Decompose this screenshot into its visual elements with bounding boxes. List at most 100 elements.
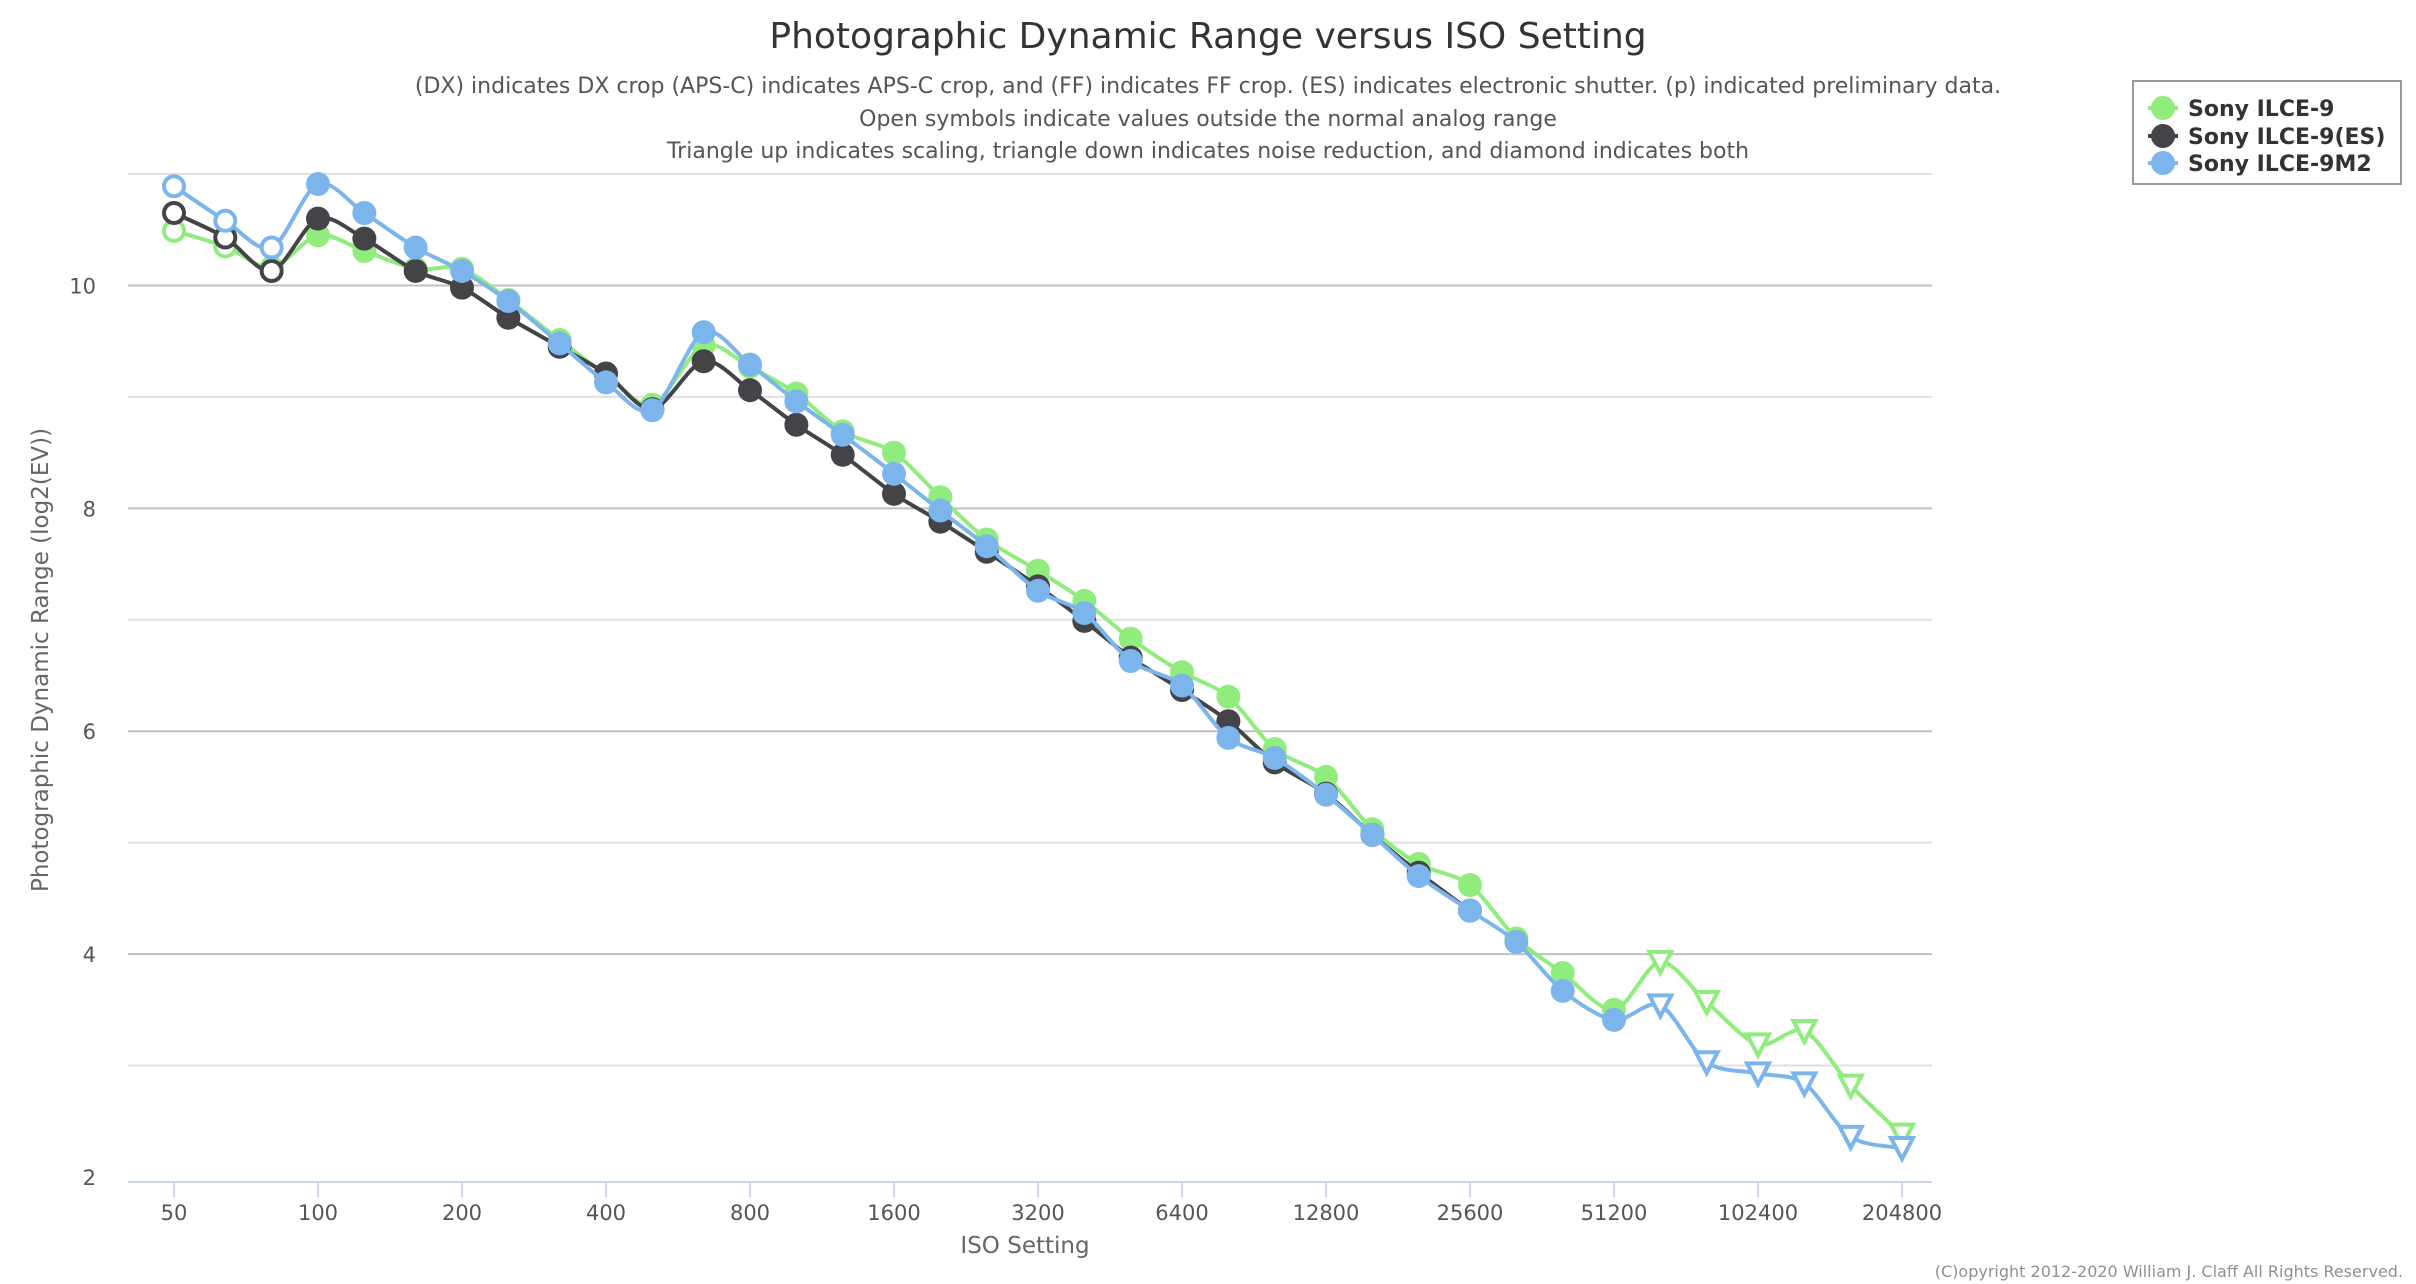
chart-subtitle-line-1: (DX) indicates DX crop (APS-C) indicates…: [415, 74, 2001, 99]
x-tick-label: 400: [586, 1201, 626, 1225]
data-point[interactable]: [306, 172, 330, 197]
x-tick-label: 12800: [1293, 1201, 1360, 1225]
x-axis-label: ISO Setting: [960, 1233, 1089, 1259]
y-tick-label: 10: [69, 274, 96, 298]
data-point[interactable]: [1262, 745, 1287, 770]
data-point[interactable]: [450, 275, 474, 300]
x-tick-label: 6400: [1155, 1201, 1208, 1225]
data-point[interactable]: [1072, 601, 1097, 626]
data-point[interactable]: [1602, 1007, 1626, 1032]
data-point[interactable]: [1216, 709, 1241, 734]
data-point[interactable]: [691, 349, 716, 374]
data-point[interactable]: [306, 206, 330, 231]
x-tick-label: 800: [730, 1201, 770, 1225]
x-tick-label: 3200: [1011, 1201, 1064, 1225]
series-layer: [162, 172, 1917, 1164]
data-point[interactable]: [352, 201, 377, 226]
data-point[interactable]: [1216, 684, 1241, 709]
data-point[interactable]: [1458, 898, 1482, 923]
legend-circle-icon: [2151, 124, 2175, 148]
data-point-triangle-down[interactable]: [1743, 1061, 1773, 1089]
data-point[interactable]: [403, 258, 428, 283]
data-point[interactable]: [1170, 673, 1194, 698]
data-point[interactable]: [691, 320, 716, 345]
data-point[interactable]: [1026, 578, 1050, 603]
legend-circle-icon: [2151, 151, 2175, 175]
data-point[interactable]: [1118, 626, 1143, 651]
legend-label: Sony ILCE-9M2: [2188, 152, 2372, 177]
x-tick-label: 51200: [1581, 1201, 1648, 1225]
data-point-triangle-down[interactable]: [1887, 1122, 1917, 1150]
data-point[interactable]: [352, 226, 377, 251]
legend-item-sony-ilce-9-es[interactable]: Sony ILCE-9(ES): [2148, 124, 2385, 150]
data-point[interactable]: [640, 398, 665, 423]
x-tick-label: 200: [442, 1201, 482, 1225]
data-point[interactable]: [738, 352, 762, 377]
data-point[interactable]: [1458, 873, 1482, 898]
data-point[interactable]: [1314, 764, 1338, 789]
y-tick-label: 2: [83, 1166, 96, 1190]
legend-label: Sony ILCE-9: [2188, 97, 2334, 122]
x-tick-label: 100: [298, 1201, 338, 1225]
data-point[interactable]: [450, 258, 474, 283]
data-point[interactable]: [403, 235, 428, 260]
data-point[interactable]: [974, 534, 999, 559]
legend-label: Sony ILCE-9(ES): [2188, 125, 2385, 150]
data-point[interactable]: [1504, 929, 1529, 954]
data-point-triangle-down[interactable]: [1790, 1019, 1819, 1047]
x-tick-label: 25600: [1437, 1201, 1504, 1225]
data-point[interactable]: [830, 442, 855, 467]
data-point[interactable]: [738, 378, 762, 403]
copyright-credit: (C)opyright 2012-2020 William J. Claff A…: [1935, 1262, 2403, 1281]
data-point-triangle-down[interactable]: [1646, 949, 1675, 978]
data-point-open[interactable]: [162, 201, 186, 226]
y-axis-ticks: 2 4 6 8 10: [69, 274, 96, 1190]
data-point[interactable]: [784, 389, 809, 414]
chart-subtitle-line-2: Open symbols indicate values outside the…: [859, 107, 1557, 132]
data-point[interactable]: [306, 223, 330, 248]
data-point[interactable]: [496, 305, 521, 330]
data-point-triangle-down[interactable]: [1836, 1073, 1866, 1101]
data-point-triangle-down[interactable]: [1692, 1050, 1722, 1078]
data-point[interactable]: [1550, 961, 1575, 986]
data-point[interactable]: [1360, 822, 1385, 847]
grid-lines: [128, 173, 1932, 1067]
data-point[interactable]: [1314, 782, 1338, 807]
data-point-open[interactable]: [259, 258, 284, 283]
data-point[interactable]: [882, 481, 906, 506]
data-point-triangle-down[interactable]: [1743, 1032, 1773, 1060]
data-point[interactable]: [594, 370, 618, 395]
series-sony-ilce-9m2: [162, 172, 1917, 1164]
data-point[interactable]: [1118, 649, 1143, 674]
data-point[interactable]: [1406, 864, 1431, 889]
chart-subtitle-line-3: Triangle up indicates scaling, triangle …: [666, 139, 1749, 164]
data-point[interactable]: [1216, 725, 1241, 750]
series-line: [173, 211, 1472, 913]
data-point-open[interactable]: [162, 174, 186, 199]
data-point-triangle-down[interactable]: [1836, 1124, 1866, 1153]
data-point-open[interactable]: [213, 208, 238, 233]
y-tick-label: 6: [83, 720, 96, 744]
legend-circle-icon: [2151, 96, 2175, 120]
data-point[interactable]: [547, 331, 572, 356]
data-point-open[interactable]: [259, 235, 284, 260]
x-axis: 50 100 200 400 800 1600 3200 6400 12800 25600 5120…: [128, 1181, 1942, 1225]
data-point[interactable]: [882, 440, 906, 465]
data-point[interactable]: [496, 289, 521, 314]
data-point[interactable]: [1550, 978, 1575, 1003]
data-point[interactable]: [784, 412, 809, 437]
data-point-triangle-down[interactable]: [1692, 990, 1722, 1018]
data-point[interactable]: [882, 461, 906, 486]
legend-item-sony-ilce-9m2[interactable]: Sony ILCE-9M2: [2148, 151, 2372, 177]
data-point-triangle-down[interactable]: [1887, 1136, 1917, 1164]
legend: Sony ILCE-9 Sony ILCE-9(ES) Sony ILCE-9M…: [2132, 80, 2402, 185]
y-tick-label: 4: [83, 943, 96, 967]
x-tick-label: 50: [161, 1201, 188, 1225]
data-point[interactable]: [928, 498, 953, 523]
data-point-triangle-down[interactable]: [1790, 1071, 1819, 1099]
data-point[interactable]: [830, 422, 855, 447]
data-point-triangle-down[interactable]: [1646, 993, 1675, 1021]
legend-item-sony-ilce-9[interactable]: Sony ILCE-9: [2148, 96, 2334, 122]
